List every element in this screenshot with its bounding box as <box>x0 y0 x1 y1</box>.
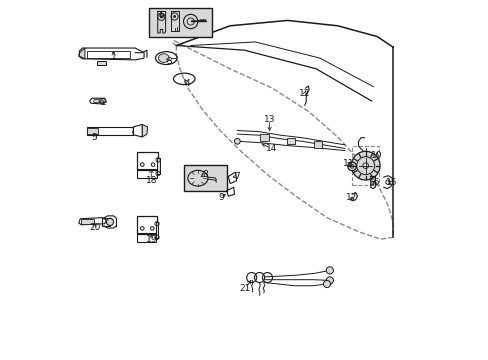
Polygon shape <box>94 100 104 103</box>
Bar <box>156 158 159 174</box>
Text: 2: 2 <box>100 98 105 107</box>
Circle shape <box>323 280 330 288</box>
Circle shape <box>362 163 368 168</box>
Polygon shape <box>80 48 85 59</box>
Polygon shape <box>97 61 106 64</box>
Circle shape <box>234 138 240 144</box>
Bar <box>137 169 156 178</box>
Circle shape <box>325 267 333 274</box>
Bar <box>183 165 226 192</box>
Text: 10: 10 <box>371 151 382 160</box>
Bar <box>313 141 322 148</box>
Ellipse shape <box>158 54 169 62</box>
Circle shape <box>173 15 176 18</box>
Bar <box>81 219 93 224</box>
Circle shape <box>106 219 113 226</box>
Text: 14: 14 <box>265 144 277 153</box>
Bar <box>351 146 378 185</box>
Bar <box>260 134 268 140</box>
Text: 13: 13 <box>264 115 275 124</box>
Text: 20: 20 <box>89 223 100 232</box>
Text: 6: 6 <box>158 11 164 20</box>
Text: 5: 5 <box>92 133 97 142</box>
Text: 4: 4 <box>184 79 189 88</box>
Circle shape <box>183 14 198 29</box>
Text: 16: 16 <box>368 178 379 187</box>
Text: 21: 21 <box>239 284 250 293</box>
Bar <box>137 233 155 242</box>
Bar <box>149 8 212 37</box>
Text: 19: 19 <box>145 235 157 244</box>
Bar <box>286 138 295 144</box>
Text: 11: 11 <box>342 159 353 168</box>
Text: 9: 9 <box>218 193 224 202</box>
Text: 7: 7 <box>233 172 239 181</box>
Bar <box>137 152 158 170</box>
Bar <box>137 216 156 234</box>
Circle shape <box>351 151 379 180</box>
Polygon shape <box>142 125 147 137</box>
Bar <box>102 218 109 226</box>
Text: 12: 12 <box>299 89 310 98</box>
Text: 3: 3 <box>166 57 172 66</box>
Text: 15: 15 <box>385 178 396 187</box>
Bar <box>86 127 133 135</box>
Text: 17: 17 <box>346 193 357 202</box>
Circle shape <box>347 162 356 171</box>
Circle shape <box>160 15 163 18</box>
Bar <box>87 128 98 134</box>
Text: 18: 18 <box>145 176 157 185</box>
Text: 8: 8 <box>202 170 207 179</box>
Bar <box>155 222 158 238</box>
Text: 1: 1 <box>110 52 116 61</box>
Bar <box>86 50 129 58</box>
Circle shape <box>325 277 333 284</box>
